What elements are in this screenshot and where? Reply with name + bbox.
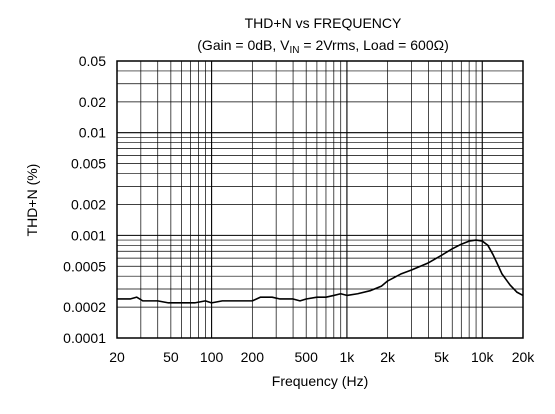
x-axis-label: Frequency (Hz) — [272, 373, 368, 389]
x-tick-label: 200 — [241, 349, 265, 365]
x-tick-labels: 20 50 100 200 500 1k 2k 5k 10k 20k — [109, 349, 535, 365]
y-tick-label: 0.0001 — [63, 330, 106, 346]
subtitle-suffix: = 2Vrms, Load = 600Ω) — [299, 37, 448, 53]
x-tick-label: 10k — [471, 349, 495, 365]
series-line — [117, 239, 524, 304]
x-tick-label: 5k — [434, 349, 450, 365]
y-tick-label: 0.001 — [71, 227, 106, 243]
y-tick-label: 0.05 — [79, 53, 106, 69]
x-tick-label: 20 — [109, 349, 125, 365]
y-tick-label: 0.0005 — [63, 258, 106, 274]
x-tick-label: 1k — [340, 349, 356, 365]
y-axis-label: THD+N (%) — [24, 164, 40, 237]
y-tick-label: 0.02 — [79, 94, 106, 110]
subtitle-subscript: IN — [289, 45, 299, 56]
chart-subtitle: (Gain = 0dB, VIN = 2Vrms, Load = 600Ω) — [197, 37, 448, 56]
y-tick-label: 0.01 — [79, 125, 106, 141]
series-layer — [117, 239, 524, 304]
minor-grid — [117, 61, 523, 338]
y-tick-label: 0.002 — [71, 196, 106, 212]
chart-title: THD+N vs FREQUENCY — [245, 15, 402, 31]
subtitle-prefix: (Gain = 0dB, V — [197, 37, 290, 53]
plot-frame — [116, 60, 524, 339]
y-tick-label: 0.005 — [71, 156, 106, 172]
x-tick-label: 500 — [295, 349, 319, 365]
x-tick-label: 100 — [200, 349, 224, 365]
x-tick-label: 20k — [512, 349, 536, 365]
y-tick-labels: 0.05 0.02 0.01 0.005 0.002 0.001 0.0005 0.0002 0… — [63, 53, 106, 346]
x-tick-label: 50 — [163, 349, 179, 365]
y-tick-label: 0.0002 — [63, 299, 106, 315]
major-grid — [117, 61, 523, 338]
x-tick-label: 2k — [380, 349, 396, 365]
